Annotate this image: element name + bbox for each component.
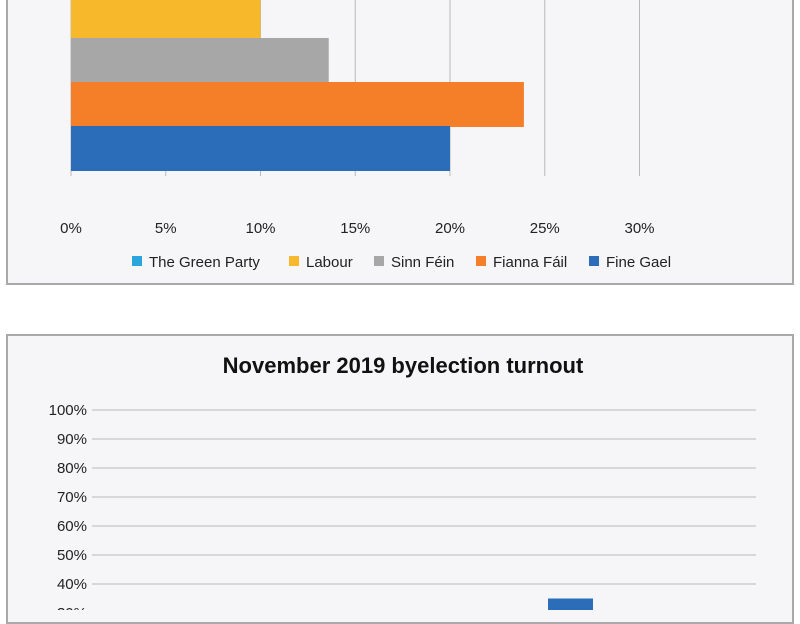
charts-canvas: 0% 5% 10% 15% 20% 25% 30% The Green Party Labour… [49, 0, 756, 610]
y-tick-label: 30% [57, 605, 87, 610]
y-tick-label: 80% [57, 460, 87, 477]
x-tick-label: 25% [530, 220, 560, 237]
bottom-chart-panel [6, 334, 794, 624]
chart-title: November 2019 byelection turnout [223, 353, 584, 378]
legend-label: The Green Party [149, 254, 260, 271]
bar-fine-gael [71, 126, 450, 171]
y-tick-label: 50% [57, 547, 87, 564]
legend-label: Sinn Féin [391, 254, 454, 271]
y-tick-label: 100% [49, 402, 87, 419]
x-tick-label: 30% [624, 220, 654, 237]
x-tick-label: 5% [155, 220, 177, 237]
turnout-bar [548, 598, 593, 610]
legend-label: Fianna Fáil [493, 254, 567, 271]
legend-swatch [374, 256, 384, 266]
legend-swatch [132, 256, 142, 266]
y-tick-label: 60% [57, 518, 87, 535]
legend-label: Labour [306, 254, 353, 271]
legend-label: Fine Gael [606, 254, 671, 271]
y-tick-label: 90% [57, 431, 87, 448]
y-tick-label: 40% [57, 576, 87, 593]
y-tick-label: 70% [57, 489, 87, 506]
x-tick-label: 15% [340, 220, 370, 237]
legend-swatch [476, 256, 486, 266]
bar-sinn-f-in [71, 38, 329, 83]
x-tick-label: 0% [60, 220, 82, 237]
bar-labour [71, 0, 261, 39]
bar-fianna-f-il [71, 82, 524, 127]
x-tick-label: 20% [435, 220, 465, 237]
legend-swatch [289, 256, 299, 266]
x-tick-label: 10% [245, 220, 275, 237]
legend-swatch [589, 256, 599, 266]
